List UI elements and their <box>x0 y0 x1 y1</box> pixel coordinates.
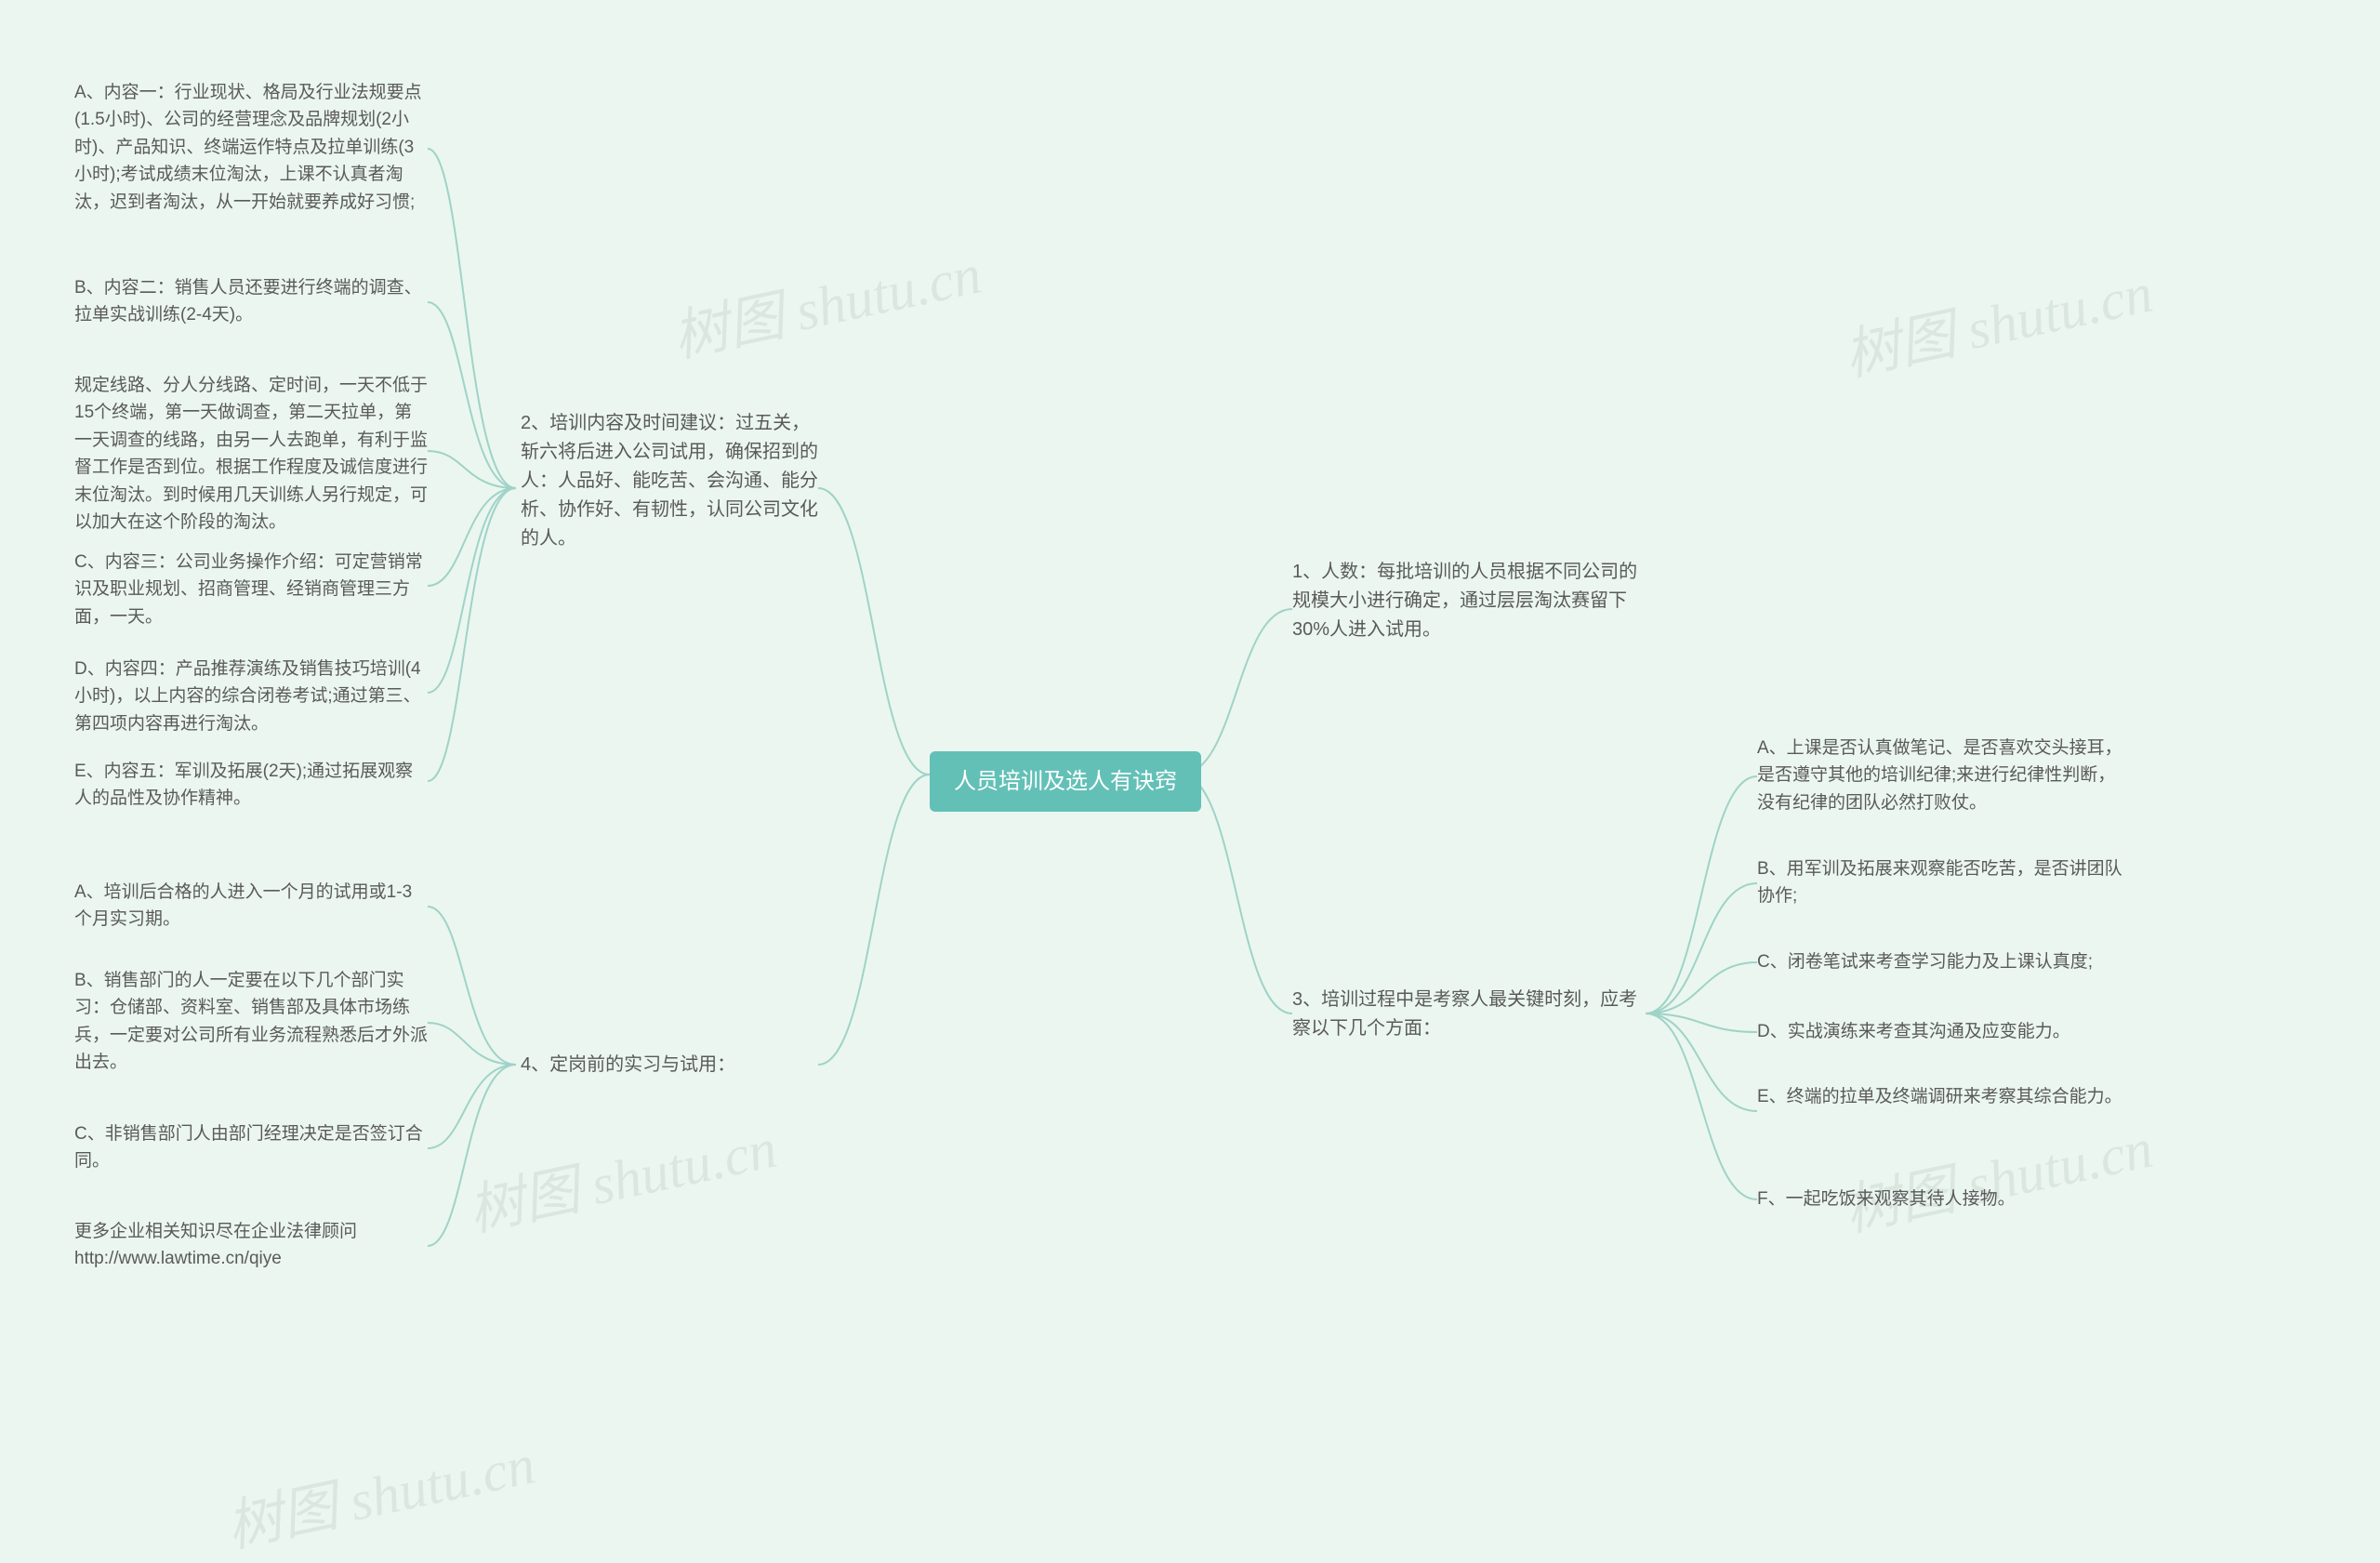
root-node[interactable]: 人员培训及选人有诀窍 <box>930 751 1201 812</box>
leaf-r3a[interactable]: A、上课是否认真做笔记、是否喜欢交头接耳，是否遵守其他的培训纪律;来进行纪律性判… <box>1757 735 2129 816</box>
leaf-r3b[interactable]: B、用军训及拓展来观察能否吃苦，是否讲团队协作; <box>1757 855 2129 910</box>
watermark: 树图 shutu.cn <box>1836 247 2159 391</box>
leaf-r3d[interactable]: D、实战演练来考查其沟通及应变能力。 <box>1757 1018 2129 1045</box>
leaf-l2a[interactable]: A、内容一：行业现状、格局及行业法规要点(1.5小时)、公司的经营理念及品牌规划… <box>74 79 428 216</box>
leaf-l4a[interactable]: A、培训后合格的人进入一个月的试用或1-3个月实习期。 <box>74 879 428 934</box>
leaf-l2d[interactable]: D、内容四：产品推荐演练及销售技巧培训(4小时)，以上内容的综合闭卷考试;通过第… <box>74 656 428 737</box>
watermark: 树图 shutu.cn <box>218 1419 541 1563</box>
leaf-l4x[interactable]: 更多企业相关知识尽在企业法律顾问http://www.lawtime.cn/qi… <box>74 1218 428 1273</box>
leaf-r3f[interactable]: F、一起吃饭来观察其待人接物。 <box>1757 1185 2129 1212</box>
leaf-r3e[interactable]: E、终端的拉单及终端调研来考察其综合能力。 <box>1757 1083 2129 1110</box>
branch-r1[interactable]: 1、人数：每批培训的人员根据不同公司的规模大小进行确定，通过层层淘汰赛留下30%… <box>1292 558 1646 644</box>
watermark: 树图 shutu.cn <box>665 229 987 373</box>
branch-l2[interactable]: 2、培训内容及时间建议：过五关，斩六将后进入公司试用，确保招到的人：人品好、能吃… <box>521 409 818 553</box>
leaf-l4b[interactable]: B、销售部门的人一定要在以下几个部门实习：仓储部、资料室、销售部及具体市场练兵，… <box>74 967 428 1077</box>
leaf-l4c[interactable]: C、非销售部门人由部门经理决定是否签订合同。 <box>74 1120 428 1175</box>
watermark: 树图 shutu.cn <box>460 1103 783 1247</box>
branch-l4[interactable]: 4、定岗前的实习与试用： <box>521 1051 818 1080</box>
branch-r3[interactable]: 3、培训过程中是考察人最关键时刻，应考察以下几个方面： <box>1292 986 1646 1043</box>
leaf-r3c[interactable]: C、闭卷笔试来考查学习能力及上课认真度; <box>1757 948 2129 975</box>
watermark: 树图 shutu.cn <box>1836 1103 2159 1247</box>
leaf-l2e[interactable]: E、内容五：军训及拓展(2天);通过拓展观察人的品性及协作精神。 <box>74 758 428 813</box>
leaf-l2c[interactable]: C、内容三：公司业务操作介绍：可定营销常识及职业规划、招商管理、经销商管理三方面… <box>74 549 428 630</box>
leaf-l2x[interactable]: 规定线路、分人分线路、定时间，一天不低于15个终端，第一天做调查，第二天拉单，第… <box>74 372 428 536</box>
leaf-l2b[interactable]: B、内容二：销售人员还要进行终端的调查、拉单实战训练(2-4天)。 <box>74 274 428 329</box>
